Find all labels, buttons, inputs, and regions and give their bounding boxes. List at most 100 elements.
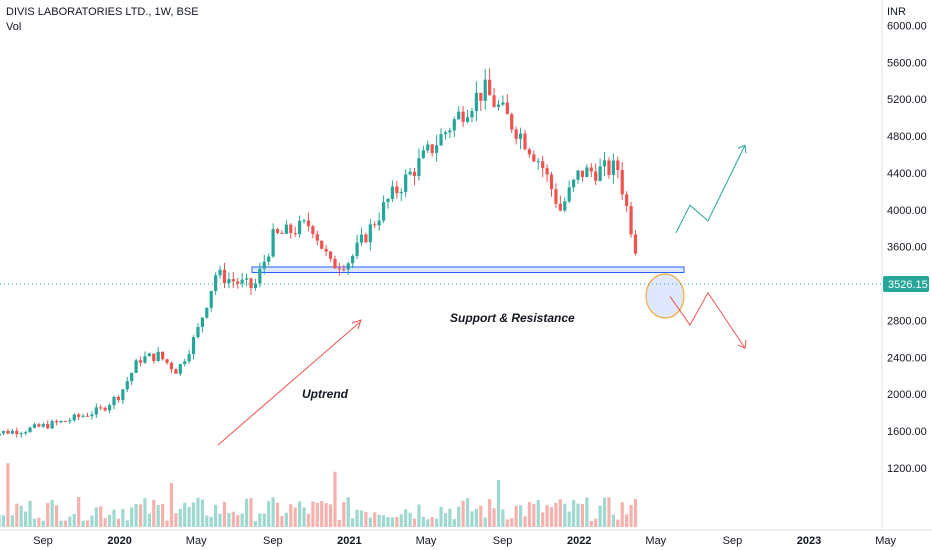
support-resistance-zone[interactable] [251, 266, 685, 273]
volume-bar [284, 512, 288, 527]
candle [227, 272, 231, 289]
volume-bar [59, 520, 63, 527]
candle [50, 419, 54, 430]
candle-body [258, 268, 262, 284]
candle-body [77, 414, 81, 417]
candle [169, 361, 174, 374]
chart-title: DIVIS LABORATORIES LTD., 1W, BSE [6, 6, 199, 18]
volume-bar [214, 504, 218, 527]
candle-body [346, 263, 350, 270]
candle-body [514, 129, 518, 139]
volume-bar [558, 499, 562, 527]
volume-bar [222, 501, 227, 527]
current-price-badge [883, 276, 929, 292]
candle-body [563, 201, 567, 211]
volume-bar [585, 497, 589, 527]
volume-bar [218, 513, 222, 527]
volume-bar [496, 480, 501, 527]
candle-body [240, 279, 244, 284]
candle [191, 335, 196, 360]
candle [373, 221, 377, 229]
candle-body [81, 415, 85, 417]
volume-bar [545, 505, 549, 527]
candle [417, 148, 421, 181]
volume-bar [518, 505, 523, 527]
candle-body [426, 144, 430, 151]
candle [501, 95, 505, 107]
candle-body [275, 229, 280, 233]
candle-body [598, 166, 602, 181]
volume-bar [470, 511, 474, 527]
candle [107, 403, 112, 414]
volume-bar [421, 516, 425, 527]
volume-bar [112, 509, 116, 527]
volume-bar [598, 505, 602, 527]
volume-bar [532, 503, 536, 527]
volume-bar [178, 508, 182, 527]
candle-body [452, 119, 456, 131]
candle-body [443, 132, 448, 135]
bullish-arrowhead [737, 144, 747, 154]
candle-body [32, 424, 37, 428]
candle [178, 363, 182, 376]
volume-bar [191, 502, 196, 527]
volume-bar [293, 507, 297, 527]
candle [68, 417, 72, 424]
candle-body [602, 160, 607, 167]
volume-bar [625, 514, 629, 527]
volume-bar [121, 509, 125, 527]
candle-body [46, 423, 50, 429]
candle [293, 226, 297, 237]
y-tick-label: 4400.00 [887, 168, 927, 180]
candle [138, 356, 143, 367]
volume-bar [28, 500, 32, 527]
volume-bar [209, 516, 213, 527]
candle-body [342, 268, 346, 270]
volume-bar [165, 520, 169, 527]
candle [505, 94, 509, 115]
bearish-projection[interactable] [669, 291, 746, 349]
candle-body [607, 160, 611, 175]
volume-bar [227, 512, 231, 527]
volume-bar [351, 518, 355, 527]
candle [284, 220, 288, 235]
volume-bar [408, 512, 412, 527]
bullish-projection[interactable] [675, 145, 746, 234]
candle-body [19, 433, 23, 435]
volume-bar [183, 502, 187, 527]
candle [85, 412, 90, 417]
volume-bar [0, 515, 1, 527]
candle [81, 414, 85, 418]
x-tick-label: Sep [723, 535, 743, 547]
volume-bar [373, 512, 377, 527]
candle [616, 156, 620, 179]
candle [465, 110, 470, 123]
candle [280, 230, 284, 234]
candle [368, 219, 372, 251]
volume-bar [452, 519, 456, 527]
volume-bar [333, 471, 337, 527]
candle-body [68, 420, 72, 422]
volume-bar [244, 498, 249, 527]
volume-bar [328, 504, 333, 527]
volume-bar [196, 497, 200, 527]
candle [629, 201, 633, 238]
candle [262, 254, 266, 275]
candle-body [152, 353, 156, 361]
highlight-circle[interactable] [645, 273, 685, 319]
volume-bar [501, 509, 505, 527]
candle-body [253, 283, 258, 288]
bearish-arrowhead [737, 340, 747, 349]
support-resistance-layer [251, 266, 685, 273]
candle [488, 68, 492, 96]
uptrend-arrow[interactable] [217, 321, 361, 446]
volume-bar [63, 520, 67, 527]
candle [103, 406, 107, 412]
volume-bar [430, 517, 434, 527]
candle [63, 420, 67, 422]
volume-indicator-label[interactable]: Vol [6, 21, 22, 33]
volume-bar [461, 500, 465, 527]
y-tick-label: 3600.00 [887, 242, 927, 254]
volume-bar [554, 502, 558, 527]
